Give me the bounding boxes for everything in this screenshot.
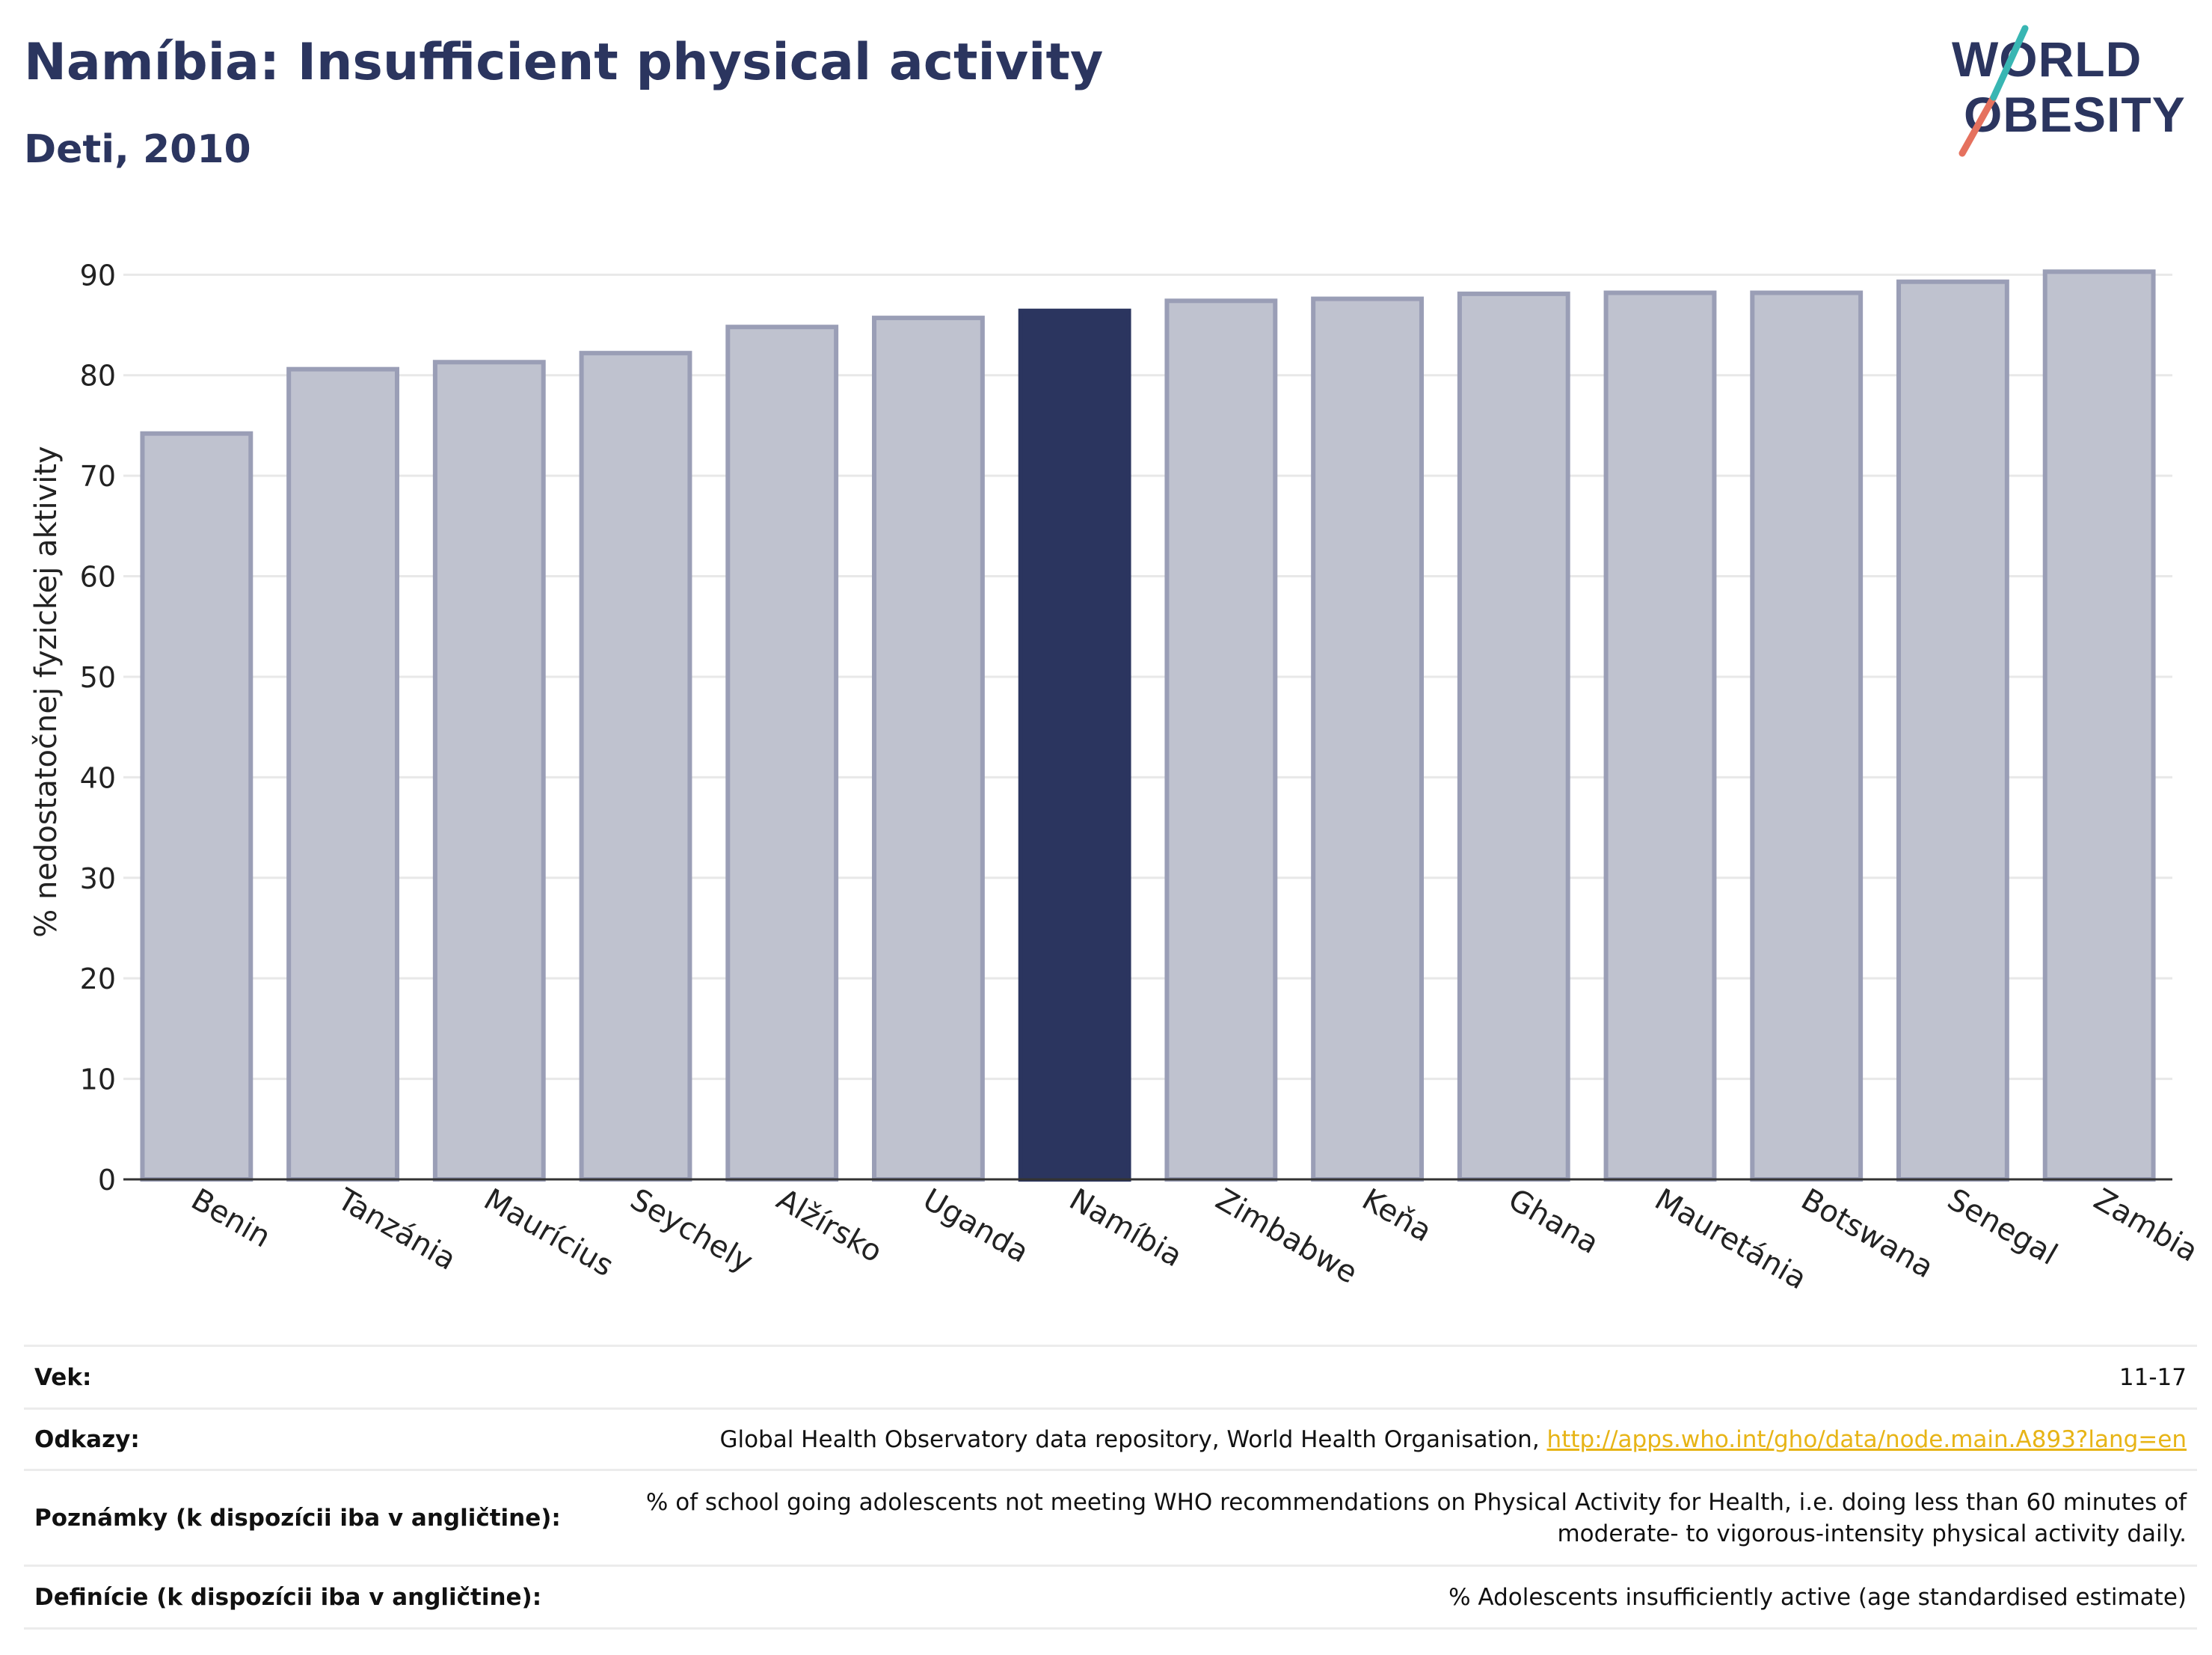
y-tick-label: 70 [80,460,116,493]
y-tick-label: 10 [80,1063,116,1096]
x-tick-label: Tanzánia [331,1182,462,1277]
bar-0 [140,431,254,1182]
x-tick-label: Namíbia [1063,1182,1188,1274]
meta-row: Definície (k dispozícii iba v angličtine… [24,1565,2197,1629]
meta-row: Poznámky (k dispozícii iba v angličtine)… [24,1470,2197,1566]
bar-8 [1311,296,1424,1182]
meta-value-text: 11-17 [2119,1363,2187,1391]
meta-value-text: % of school going adolescents not meetin… [645,1488,2187,1547]
y-tick-label: 30 [80,862,116,895]
x-tick-label: Uganda [917,1182,1034,1270]
x-tick-label: Alžírsko [771,1182,888,1270]
svg-text:OBESITY: OBESITY [1964,87,2186,142]
y-tick-label: 40 [80,761,116,794]
bar-6 [1018,308,1131,1182]
page-subtitle: Deti, 2010 [24,127,251,172]
bar-4 [725,325,839,1182]
meta-value: Global Health Observatory data repositor… [571,1409,2197,1470]
y-axis-label: % nedostatočnej fyzickej aktivity [29,446,64,937]
svg-text:WORLD: WORLD [1952,31,2142,87]
x-tick-label: Botswana [1795,1182,1939,1286]
x-tick-label: Benin [185,1182,277,1255]
meta-key: Odkazy: [34,1425,140,1453]
y-tick-label: 90 [80,259,116,292]
meta-value: 11-17 [571,1346,2197,1409]
bar-9 [1457,291,1570,1182]
page-title: Namíbia: Insufficient physical activity [24,33,1104,92]
bar-13 [2042,269,2156,1182]
source-link[interactable]: http://apps.who.int/gho/data/node.main.A… [1546,1425,2187,1453]
meta-key: Definície (k dispozícii iba v angličtine… [34,1583,542,1611]
bar-3 [579,351,692,1182]
bar-12 [1896,279,2009,1182]
world-obesity-logo: WORLD OBESITY [1952,25,2186,157]
bar-1 [286,366,399,1182]
x-tick-label: Keňa [1357,1182,1437,1249]
meta-key: Vek: [34,1363,92,1391]
x-tick-label: Zambia [2088,1182,2204,1269]
y-tick-label: 20 [80,962,116,995]
meta-row: Vek: 11-17 [24,1345,2197,1409]
y-tick-label: 0 [98,1164,116,1197]
x-tick-label: Ghana [1502,1182,1604,1261]
x-tick-label: Senegal [1941,1182,2062,1272]
y-tick-label: 50 [80,661,116,694]
meta-value-text: % Adolescents insufficiently active (age… [1448,1583,2187,1611]
x-tick-label: Maurícius [478,1182,619,1283]
y-tick-label: 60 [80,561,116,594]
bar-2 [432,360,546,1182]
bar-5 [872,316,985,1182]
bar-chart: 0 10 20 30 40 50 60 70 80 90 Benin Tanzánia Mauríciu… [29,259,2204,1297]
x-tick-label: Mauretánia [1649,1182,1812,1297]
y-tick-label: 80 [80,360,116,393]
x-tick-label: Zimbabwe [1210,1182,1363,1291]
bar-10 [1603,290,1717,1182]
meta-key: Poznámky (k dispozícii iba v angličtine)… [34,1504,561,1532]
meta-value-text: Global Health Observatory data repositor… [719,1425,1547,1453]
bar-7 [1164,298,1278,1182]
meta-value: % of school going adolescents not meetin… [571,1470,2197,1566]
bars [140,269,2156,1182]
meta-row: Odkazy: Global Health Observatory data re… [24,1408,2197,1470]
bar-11 [1750,290,1864,1182]
metadata-table: Vek: 11-17 Odkazy: Global Health Observator… [24,1345,2197,1630]
x-tick-label: Seychely [624,1182,758,1280]
gridlines [123,273,2172,1081]
meta-value: % Adolescents insufficiently active (age… [571,1566,2197,1629]
